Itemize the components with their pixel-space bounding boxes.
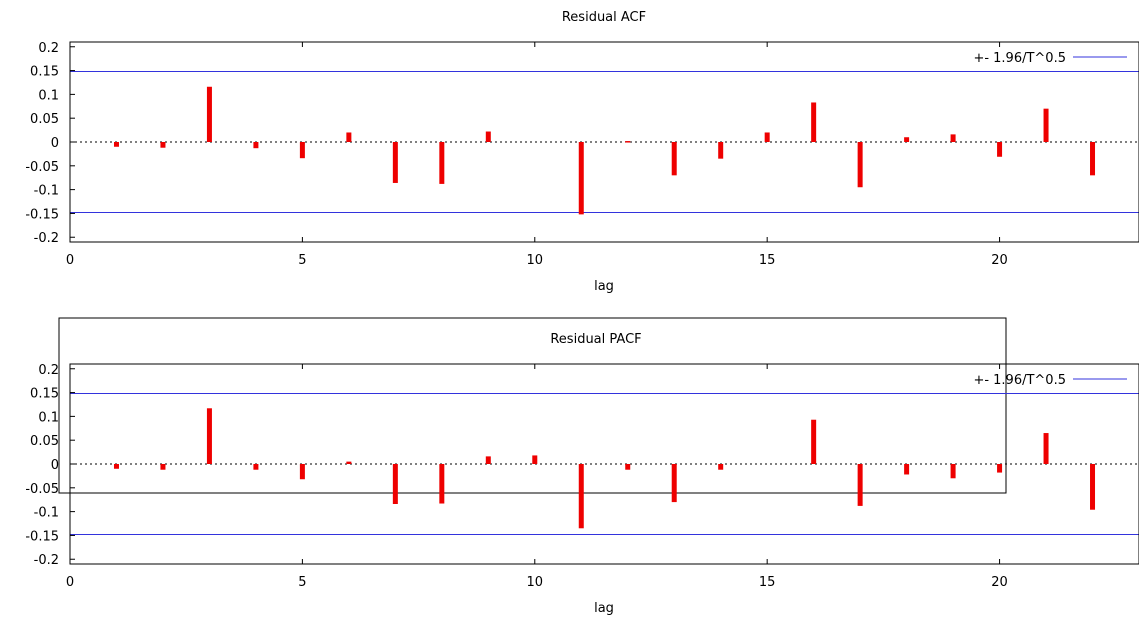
acf-x-tick-label: 5 [298,253,306,268]
acf-bar-lag-22 [1090,142,1096,176]
acf-bar-lag-12 [625,141,631,143]
pacf-bar-lag-2 [160,464,166,470]
pacf-x-tick-label: 20 [991,575,1008,590]
pacf-y-tick-label: 0.15 [30,387,59,402]
pacf-plot-frame [69,363,1139,565]
pacf-y-tick-label: 0.1 [38,410,59,425]
pacf-bar-lag-1 [113,464,119,469]
pacf-bar-lag-18 [904,464,910,475]
acf-y-tick-label: -0.15 [25,207,59,222]
pacf-bar-lag-14 [718,464,724,470]
acf-bar-lag-14 [718,142,724,159]
acf-y-tick-label: -0.2 [34,231,59,246]
acf-legend-label: +- 1.96/T^0.5 [973,51,1066,66]
acf-bar-lag-16 [811,102,817,142]
pacf-bar-lag-22 [1090,464,1096,510]
acf-bar-lag-21 [1043,108,1049,142]
pacf-bar-lag-19 [950,464,956,479]
acf-bar-lag-7 [392,142,398,183]
pacf-x-tick-label: 0 [66,575,74,590]
acf-bar-lag-13 [671,142,677,176]
pacf-x-tick-label: 10 [527,575,544,590]
pacf-bar-lag-17 [857,464,863,506]
acf-y-tick-label: -0.05 [25,160,59,175]
pacf-y-tick-label: -0.1 [34,506,59,521]
acf-bar-lag-6 [346,132,352,142]
acf-y-tick-label: -0.1 [34,184,59,199]
pacf-bar-lag-3 [206,408,212,464]
pacf-bar-lag-13 [671,464,677,503]
pacf-y-tick-label: 0.05 [30,434,59,449]
pacf-title: Residual PACF [550,332,641,347]
pacf-bar-lag-16 [811,419,817,464]
acf-bar-lag-3 [206,86,212,142]
acf-y-tick-label: 0.2 [38,41,59,56]
pacf-x-tick-label: 5 [298,575,306,590]
acf-x-tick-label: 20 [991,253,1008,268]
pacf-bar-lag-8 [439,464,445,504]
pacf-y-tick-label: 0 [51,458,59,473]
acf-y-tick-label: 0.15 [30,65,59,80]
pacf-bar-lag-10 [532,455,538,464]
acf-bar-lag-17 [857,142,863,188]
pacf-bar-lag-5 [299,464,305,480]
pacf-panel: Residual PACF lag +- 1.96/T^0.5 0.20.150… [25,317,1139,616]
pacf-y-tick-label: -0.2 [34,553,59,568]
pacf-bar-lag-21 [1043,433,1049,464]
acf-x-axis-label: lag [594,279,614,294]
acf-y-tick-label: 0 [51,136,59,151]
acf-title: Residual ACF [562,10,646,25]
pacf-x-tick-label: 15 [759,575,776,590]
pacf-y-tick-label: -0.15 [25,529,59,544]
pacf-bar-lag-6 [346,461,352,464]
pacf-bar-lag-7 [392,464,398,504]
pacf-bar-lag-9 [485,456,491,464]
pacf-y-tick-label: -0.05 [25,482,59,497]
acf-panel: Residual ACF lag +- 1.96/T^0.5 0.20.150.… [25,10,1139,294]
acf-y-tick-label: 0.1 [38,88,59,103]
pacf-bar-lag-12 [625,464,631,470]
pacf-x-axis-label: lag [594,601,614,616]
acf-bar-lag-5 [299,142,305,159]
acf-bar-lag-11 [578,142,584,215]
acf-bar-lag-20 [997,142,1003,157]
pacf-bar-lag-4 [253,464,259,470]
acf-bar-lag-9 [485,131,491,142]
acf-x-tick-label: 10 [527,253,544,268]
acf-bar-lag-15 [764,132,770,142]
acf-bar-lag-1 [113,142,119,147]
pacf-overlay-box [58,317,1007,494]
acf-plot-frame [69,41,1139,243]
pacf-legend-label: +- 1.96/T^0.5 [973,373,1066,388]
acf-bar-lag-8 [439,142,445,184]
pacf-y-tick-label: 0.2 [38,363,59,378]
acf-bar-lag-19 [950,134,956,142]
acf-bar-lag-18 [904,137,910,142]
pacf-bar-lag-20 [997,464,1003,473]
pacf-bar-lag-11 [578,464,584,529]
acf-bar-lag-2 [160,142,166,148]
acf-y-tick-label: 0.05 [30,112,59,127]
acf-x-tick-label: 0 [66,253,74,268]
acf-bar-lag-4 [253,142,259,149]
acf-x-tick-label: 15 [759,253,776,268]
